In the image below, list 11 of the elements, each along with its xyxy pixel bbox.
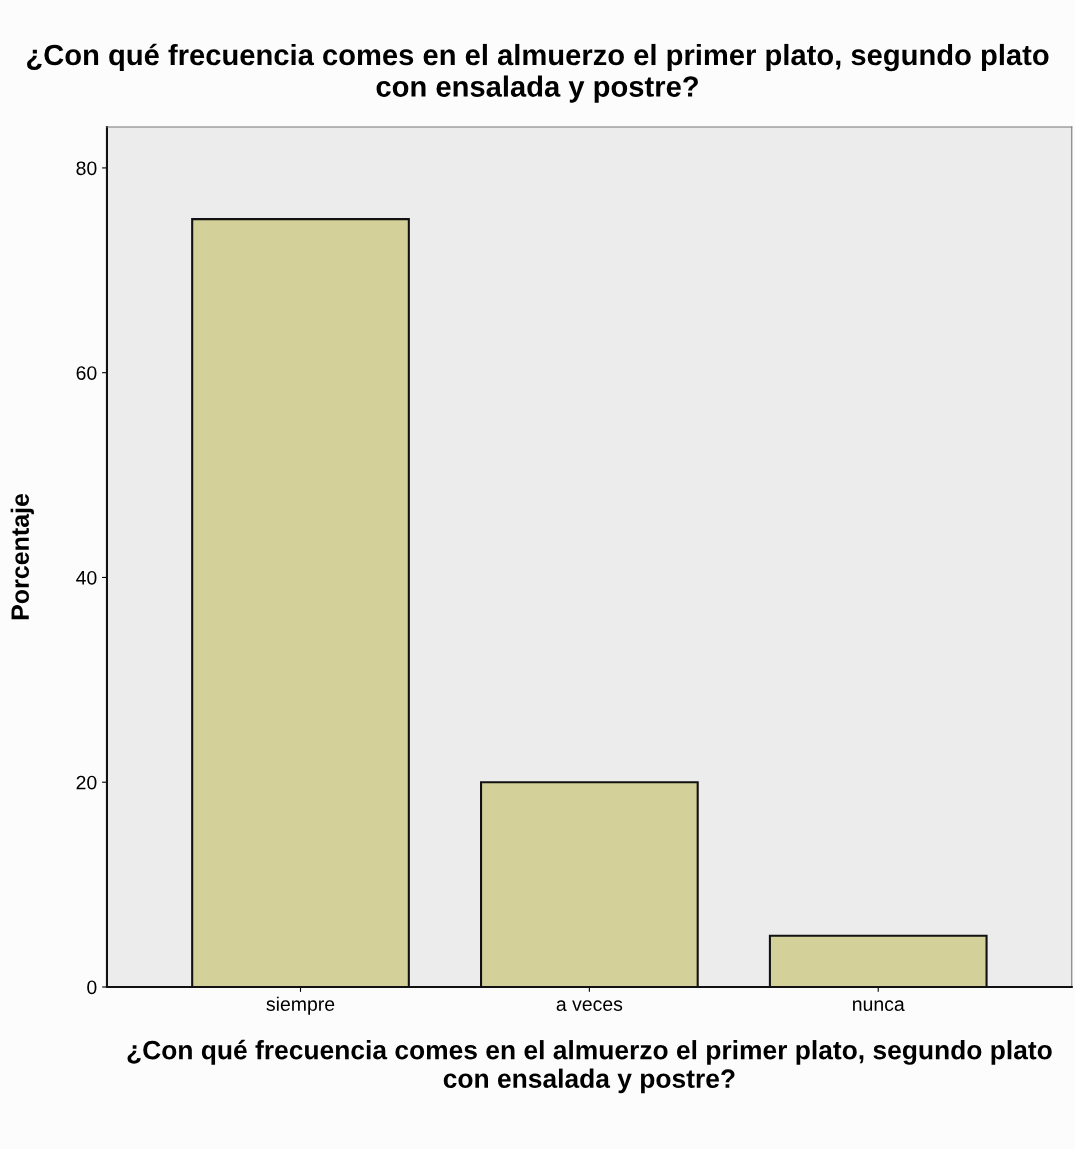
x-tick-label: nunca <box>853 1000 905 1011</box>
chart-title: ¿Con qué frecuencia comes en el almuerzo el primer plato, segundo plato con ensalada y postre? <box>27 43 1049 103</box>
y-axis-title: Porcentaje <box>10 493 34 620</box>
y-tick-label: 80 <box>76 161 97 176</box>
x-axis-title: ¿Con qué frecuencia comes en el almuerzo el primer plato, segundo plato con ensalada y postre? <box>127 1039 1052 1094</box>
x-tick-label: a veces <box>556 1000 623 1011</box>
y-tick-label: 60 <box>76 366 97 380</box>
y-tick-label: 40 <box>76 570 97 585</box>
y-tick-label: 20 <box>76 775 97 790</box>
x-tick-label: siempre <box>266 996 335 1015</box>
y-tick-label: 0 <box>87 980 97 995</box>
